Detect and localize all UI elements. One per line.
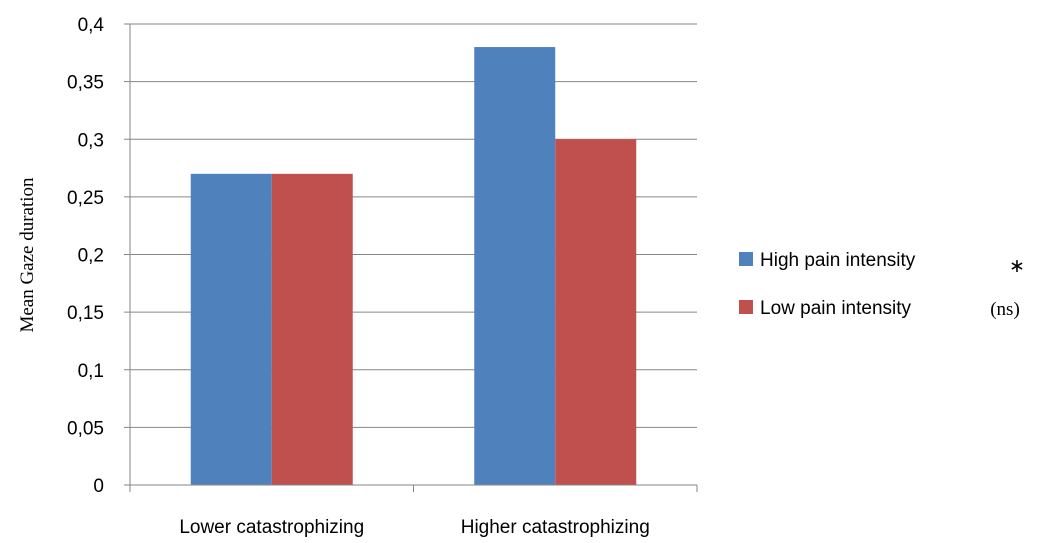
- y-tick-label: 0,1: [78, 361, 104, 382]
- axes: [124, 23, 698, 492]
- legend: High pain intensity ∗ Low pain intensity (n…: [739, 250, 1025, 320]
- y-tick-label: 0,35: [67, 73, 104, 94]
- bar: [474, 47, 556, 486]
- legend-significance-note: ∗: [1009, 256, 1025, 277]
- x-category-labels: Lower catastrophizing Higher catastrophiz…: [179, 517, 649, 538]
- y-tick-label: 0,2: [78, 246, 104, 267]
- y-tick-labels: 0 0,05 0,1 0,15 0,2 0,25 0,3 0,35 0,4: [67, 15, 104, 497]
- legend-significance-note: (ns): [990, 299, 1020, 320]
- y-tick-label: 0: [93, 476, 104, 497]
- y-tick-label: 0,4: [78, 15, 105, 36]
- y-tick-label: 0,15: [67, 303, 104, 324]
- x-category-label: Higher catastrophizing: [461, 517, 650, 538]
- legend-swatch: [739, 300, 753, 314]
- y-axis-label: Mean Gaze duration: [17, 177, 38, 333]
- bars: [190, 47, 637, 486]
- legend-swatch: [739, 252, 753, 266]
- bar: [555, 139, 637, 485]
- legend-label: High pain intensity: [760, 250, 916, 271]
- bar: [190, 173, 272, 485]
- y-tick-label: 0,25: [67, 188, 104, 209]
- x-category-label: Lower catastrophizing: [179, 517, 364, 538]
- y-tick-label: 0,3: [78, 130, 104, 151]
- bar: [271, 173, 353, 485]
- y-tick-label: 0,05: [67, 418, 104, 439]
- legend-label: Low pain intensity: [760, 298, 912, 319]
